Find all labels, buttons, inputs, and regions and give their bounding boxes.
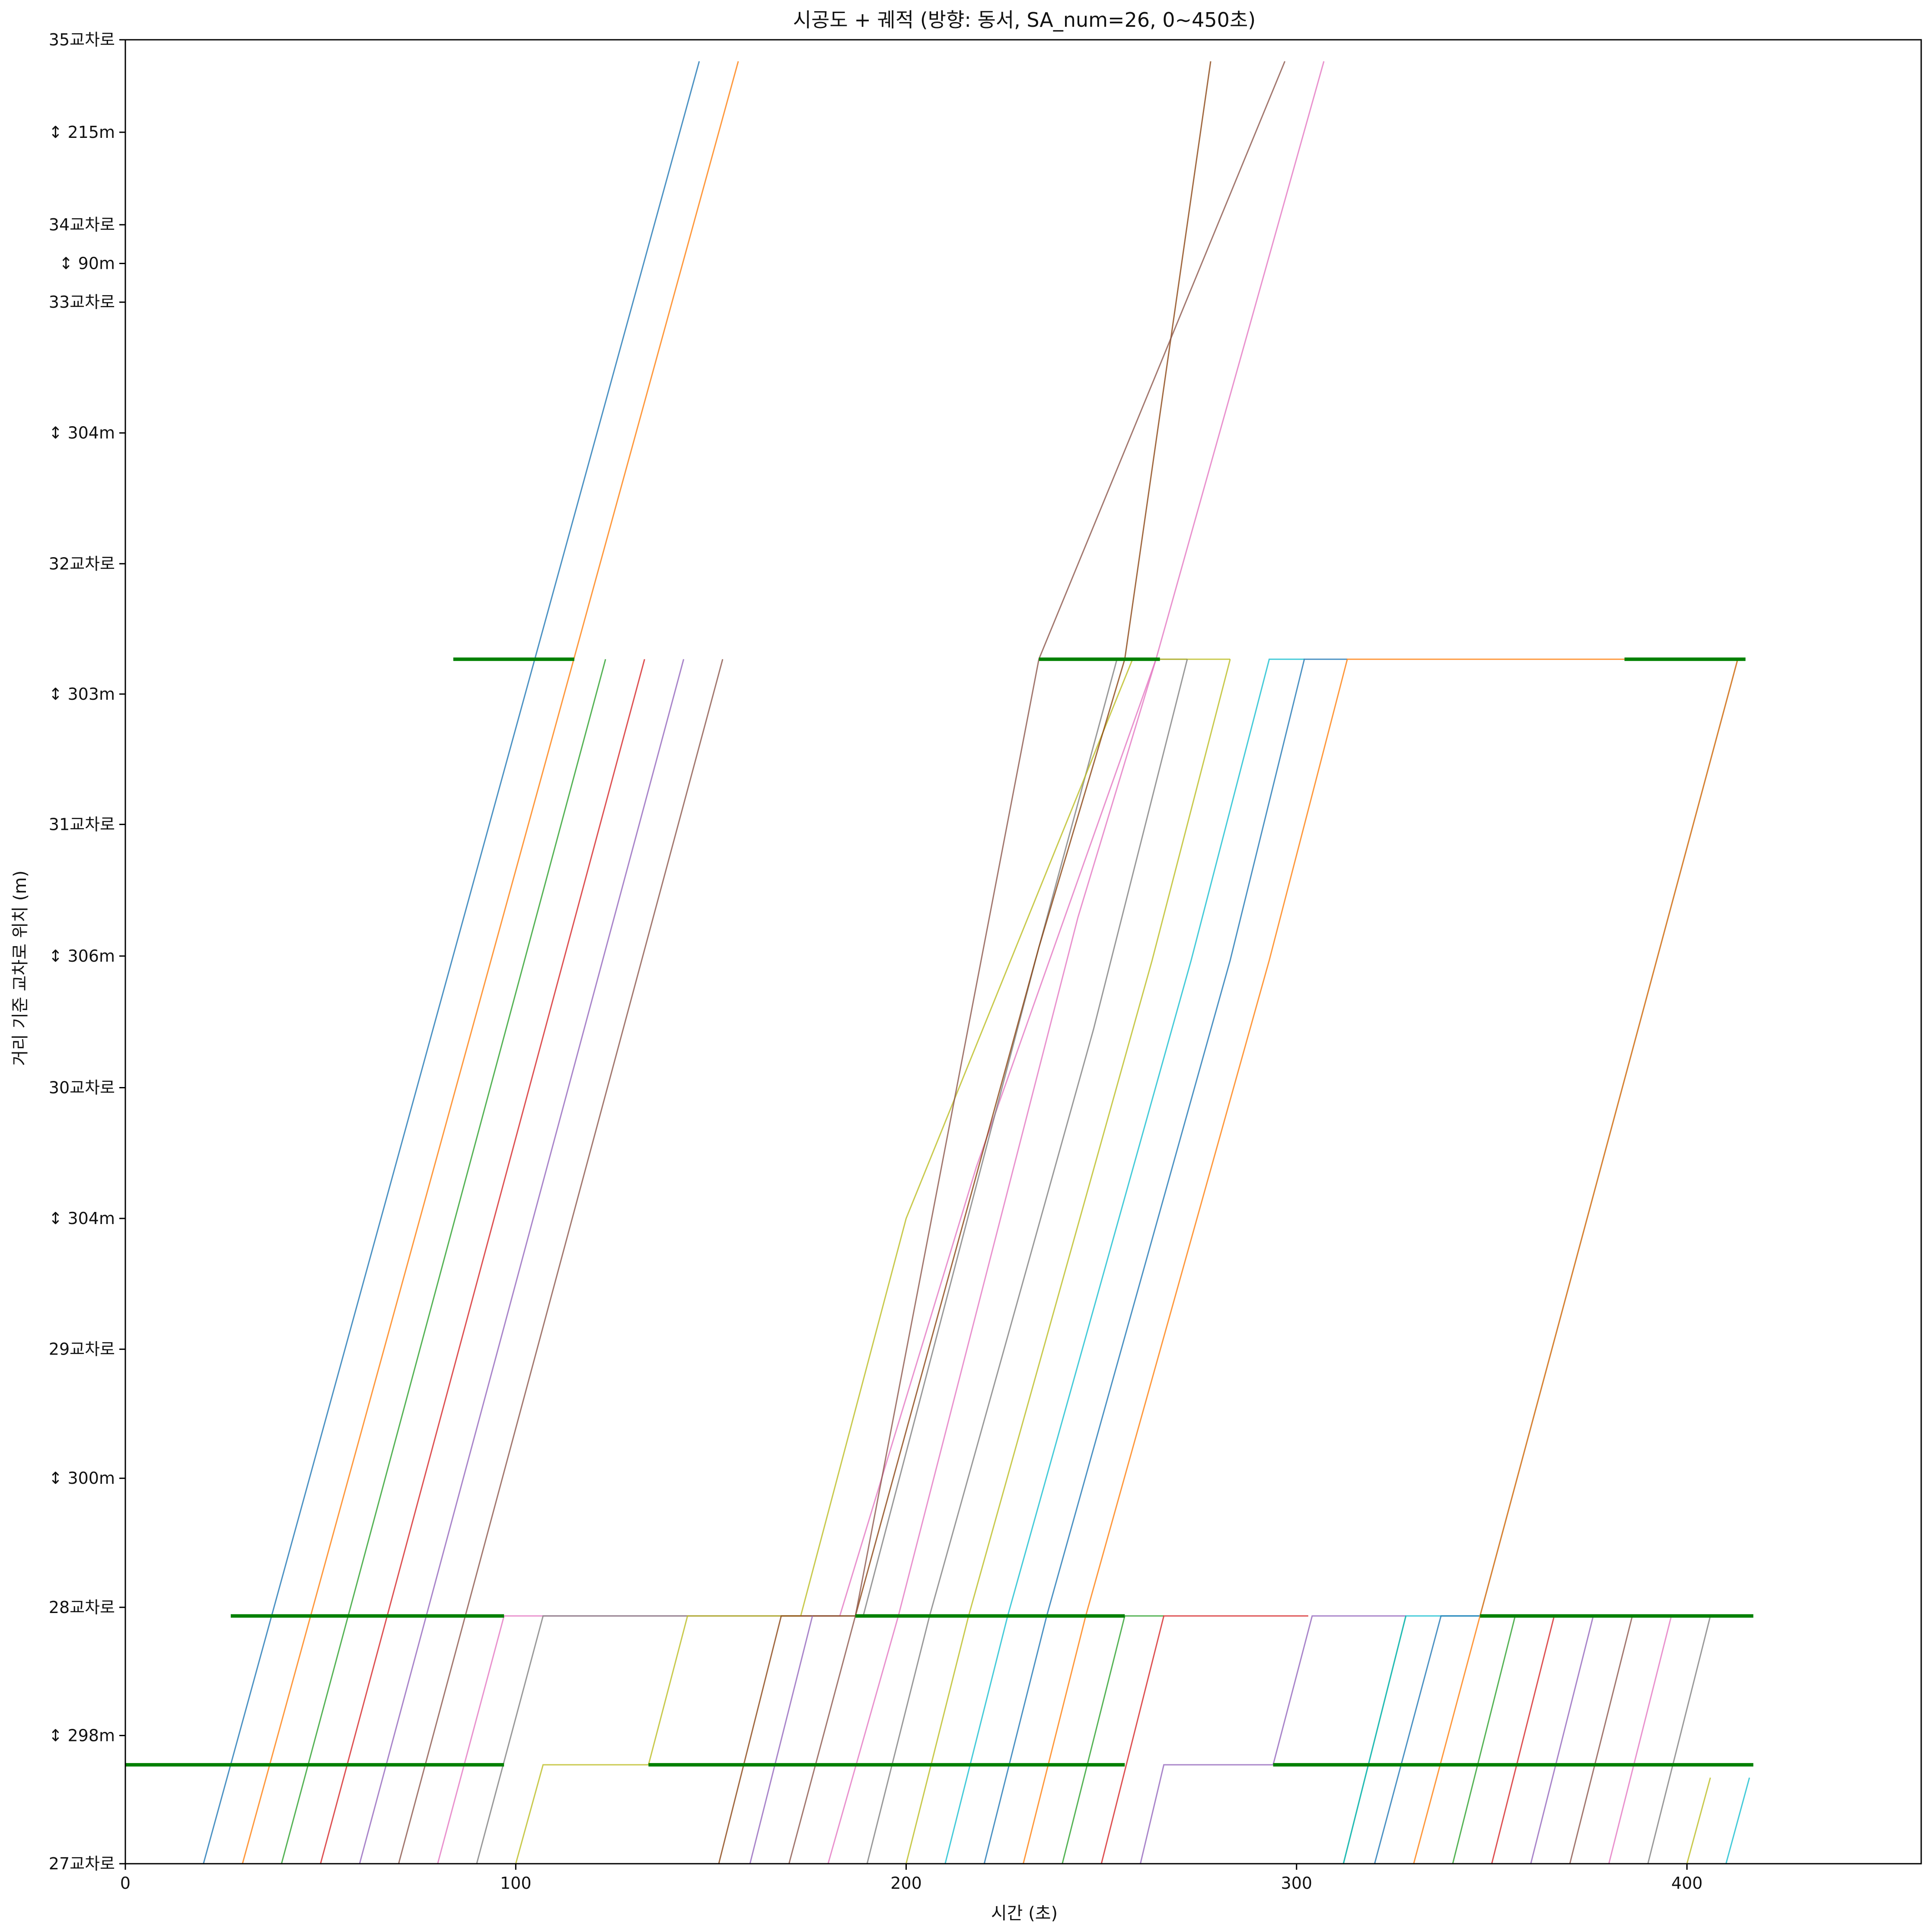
y-tick-label: ↕ 300m [49, 1469, 115, 1488]
vehicle-trajectory-29 [1569, 1616, 1633, 1864]
plot-area: 0 100 200 300 400 27교차로 ↕ 298m 28교차로 ↕ 300m 29교차로… [49, 30, 1922, 1893]
vehicle-trajectory-31 [1647, 1616, 1711, 1864]
y-tick-label: 29교차로 [49, 1340, 115, 1359]
y-tick-label: ↕ 215m [49, 123, 115, 142]
vehicle-trajectory-1 [203, 61, 700, 1864]
y-axis-label: 거리 기준 교차로 위치 (m) [10, 870, 30, 1066]
vehicle-trajectory-3 [281, 659, 606, 1864]
x-axis-label: 시간 (초) [991, 1903, 1058, 1923]
vehicle-trajectory-30 [1608, 1616, 1672, 1864]
y-tick-label: 34교차로 [49, 215, 115, 234]
y-tick-label: 27교차로 [49, 1854, 115, 1873]
vehicle-trajectory-5 [359, 659, 685, 1864]
vehicle-trajectory-20 [1100, 1615, 1308, 1864]
y-tick-label: ↕ 90m [59, 254, 115, 273]
vehicle-trajectory-13 [827, 659, 1157, 1864]
y-tick-label: 31교차로 [49, 815, 115, 834]
vehicle-trajectory-26 [1452, 1616, 1516, 1864]
x-tick-label: 0 [120, 1874, 131, 1893]
vehicle-trajectory-4 [320, 659, 645, 1864]
y-tick-label: 35교차로 [49, 30, 115, 49]
vehicle-trajectory-23 [1342, 1615, 1480, 1864]
x-tick-label: 100 [500, 1874, 532, 1893]
chart-title: 시공도 + 궤적 (방향: 동서, SA_num=26, 0~450초) [793, 8, 1256, 32]
vehicle-trajectory-28 [1530, 1616, 1594, 1864]
y-tick-label: 30교차로 [49, 1078, 115, 1097]
x-tick-label: 400 [1671, 1874, 1703, 1893]
vehicle-trajectory-2 [242, 61, 739, 1864]
vehicle-trajectory-21 [1140, 1615, 1406, 1864]
trajectory-group [125, 61, 1753, 1864]
y-tick-label: ↕ 298m [49, 1726, 115, 1745]
vehicle-trajectory-24 [1374, 659, 1738, 1864]
x-tick-label: 200 [890, 1874, 922, 1893]
y-tick-label: 32교차로 [49, 554, 115, 573]
y-tick-label: ↕ 303m [49, 685, 115, 704]
plot-frame [124, 39, 1922, 1865]
vehicle-trajectory-12 [788, 61, 1286, 1864]
vehicle-trajectory-25 [1413, 659, 1738, 1864]
y-tick-label: 28교차로 [49, 1598, 115, 1617]
vehicle-trajectory-14 [866, 659, 1188, 1864]
y-tick-label: ↕ 304m [49, 424, 115, 443]
vehicle-trajectory-9 [515, 658, 1231, 1864]
vehicle-trajectory-8 [476, 658, 1187, 1864]
vehicle-trajectory-17 [983, 658, 1348, 1864]
vehicle-trajectory-11 [749, 1616, 813, 1864]
y-tick-label: 33교차로 [49, 293, 115, 312]
vehicle-trajectory-33 [1725, 1777, 1750, 1864]
vehicle-trajectory-32 [1686, 1777, 1711, 1864]
y-tick-label: ↕ 304m [49, 1209, 115, 1228]
vehicle-trajectory-15 [905, 659, 1231, 1864]
vehicle-trajectory-16 [944, 658, 1304, 1864]
vehicle-trajectory-6 [398, 659, 724, 1864]
x-tick-label: 300 [1281, 1874, 1313, 1893]
y-tick-label: ↕ 306m [49, 947, 115, 966]
vehicle-trajectory-18 [1023, 658, 1625, 1864]
vehicle-trajectory-27 [1491, 1616, 1555, 1864]
vehicle-trajectory-10 [718, 61, 1211, 1864]
